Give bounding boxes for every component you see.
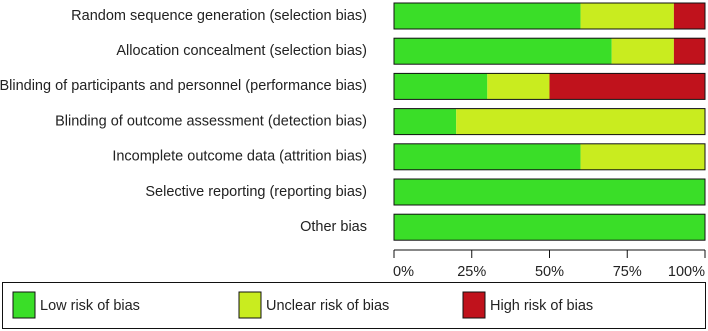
bar-outline xyxy=(393,213,706,241)
bar-outline xyxy=(393,143,706,171)
legend-label: Low risk of bias xyxy=(40,298,140,314)
legend-swatch xyxy=(238,291,262,319)
x-tick-label: 100% xyxy=(668,264,705,280)
legend-box xyxy=(2,282,706,329)
bar-segment xyxy=(456,108,705,135)
x-tick-label: 50% xyxy=(535,264,564,280)
bar-outline xyxy=(393,72,706,100)
bar-outline xyxy=(393,2,706,30)
legend-label: High risk of bias xyxy=(490,298,593,314)
bar-outline xyxy=(393,178,706,206)
bar-segment xyxy=(394,143,581,170)
bar-segment xyxy=(580,3,674,29)
category-label: Allocation concealment (selection bias) xyxy=(116,43,367,59)
bar-segment xyxy=(394,108,457,135)
bar-outline xyxy=(393,37,706,65)
bar-segment xyxy=(394,179,705,205)
bar-segment xyxy=(394,214,705,241)
bar-segment xyxy=(394,73,488,100)
x-tick-label: 75% xyxy=(613,264,642,280)
legend-swatch xyxy=(12,291,36,319)
x-tick-label: 0% xyxy=(393,264,414,280)
x-tick-label: 25% xyxy=(457,264,486,280)
category-label: Random sequence generation (selection bi… xyxy=(71,8,367,24)
category-label: Incomplete outcome data (attrition bias) xyxy=(112,149,367,165)
legend-swatch xyxy=(462,291,486,319)
bar-outline xyxy=(393,108,706,136)
bar-segment xyxy=(487,73,550,100)
category-label: Other bias xyxy=(300,219,367,235)
bar-segment xyxy=(394,38,612,65)
legend-label: Unclear risk of bias xyxy=(266,298,389,314)
bar-segment xyxy=(611,38,674,65)
category-label: Blinding of participants and personnel (… xyxy=(0,78,367,94)
category-label: Blinding of outcome assessment (detectio… xyxy=(55,113,367,129)
category-label: Selective reporting (reporting bias) xyxy=(145,184,367,200)
bar-segment xyxy=(673,38,705,65)
bar-segment xyxy=(673,3,705,29)
bar-segment xyxy=(549,73,705,100)
bar-segment xyxy=(394,3,581,29)
bar-segment xyxy=(580,143,705,170)
